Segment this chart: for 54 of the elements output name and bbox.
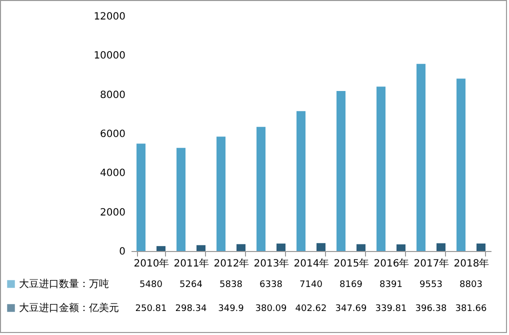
bar (196, 245, 206, 251)
x-tick-label: 2013年 (254, 258, 290, 270)
data-label: 6338 (260, 280, 283, 290)
bar (356, 244, 366, 251)
data-label: 402.62 (295, 304, 327, 314)
y-tick-label: 4000 (100, 168, 126, 180)
y-tick-label: 12000 (94, 12, 126, 22)
data-label: 381.66 (455, 304, 488, 314)
bar (316, 243, 326, 251)
data-label: 347.69 (335, 304, 368, 314)
data-label: 349.9 (218, 304, 244, 314)
bar (236, 244, 246, 251)
x-tick-label: 2015年 (334, 258, 370, 270)
bar (276, 244, 286, 251)
legend-label: 大豆进口数量：万吨 (19, 278, 109, 290)
y-tick-label: 2000 (100, 207, 126, 218)
data-label: 380.09 (255, 304, 288, 314)
data-label: 5264 (180, 280, 203, 290)
y-tick-label: 6000 (100, 129, 126, 140)
x-tick-label: 2017年 (414, 258, 450, 270)
bar (216, 136, 226, 251)
bar (176, 148, 186, 251)
x-tick-label: 2011年 (174, 258, 210, 270)
bar (256, 126, 266, 251)
y-tick-label: 10000 (94, 50, 126, 62)
bar (416, 64, 426, 251)
x-tick-label: 2010年 (134, 258, 170, 270)
data-label: 339.81 (375, 304, 407, 314)
x-tick-label: 2018年 (454, 258, 490, 270)
data-label: 8391 (380, 280, 402, 290)
data-label: 7140 (300, 280, 323, 290)
legend-label: 大豆进口金额：亿美元 (19, 302, 119, 314)
bar (396, 244, 406, 251)
bar (336, 91, 346, 251)
x-tick-label: 2014年 (294, 258, 330, 270)
data-label: 9553 (420, 280, 442, 290)
data-label: 8803 (460, 280, 482, 290)
bar (436, 243, 446, 251)
x-tick-label: 2012年 (214, 258, 250, 270)
y-tick-label: 0 (119, 246, 126, 258)
bar (456, 78, 466, 251)
data-label: 5480 (140, 280, 163, 290)
data-label: 250.81 (135, 304, 167, 314)
data-label: 396.38 (415, 304, 448, 314)
bar (476, 244, 486, 251)
bar (136, 144, 146, 251)
data-label: 298.34 (175, 304, 208, 314)
data-label: 5838 (220, 280, 243, 290)
x-tick-label: 2016年 (374, 258, 410, 270)
data-label: 8169 (340, 280, 363, 290)
bar (156, 246, 166, 251)
bar (296, 111, 306, 251)
y-tick-label: 8000 (100, 90, 126, 101)
bar (376, 86, 386, 251)
